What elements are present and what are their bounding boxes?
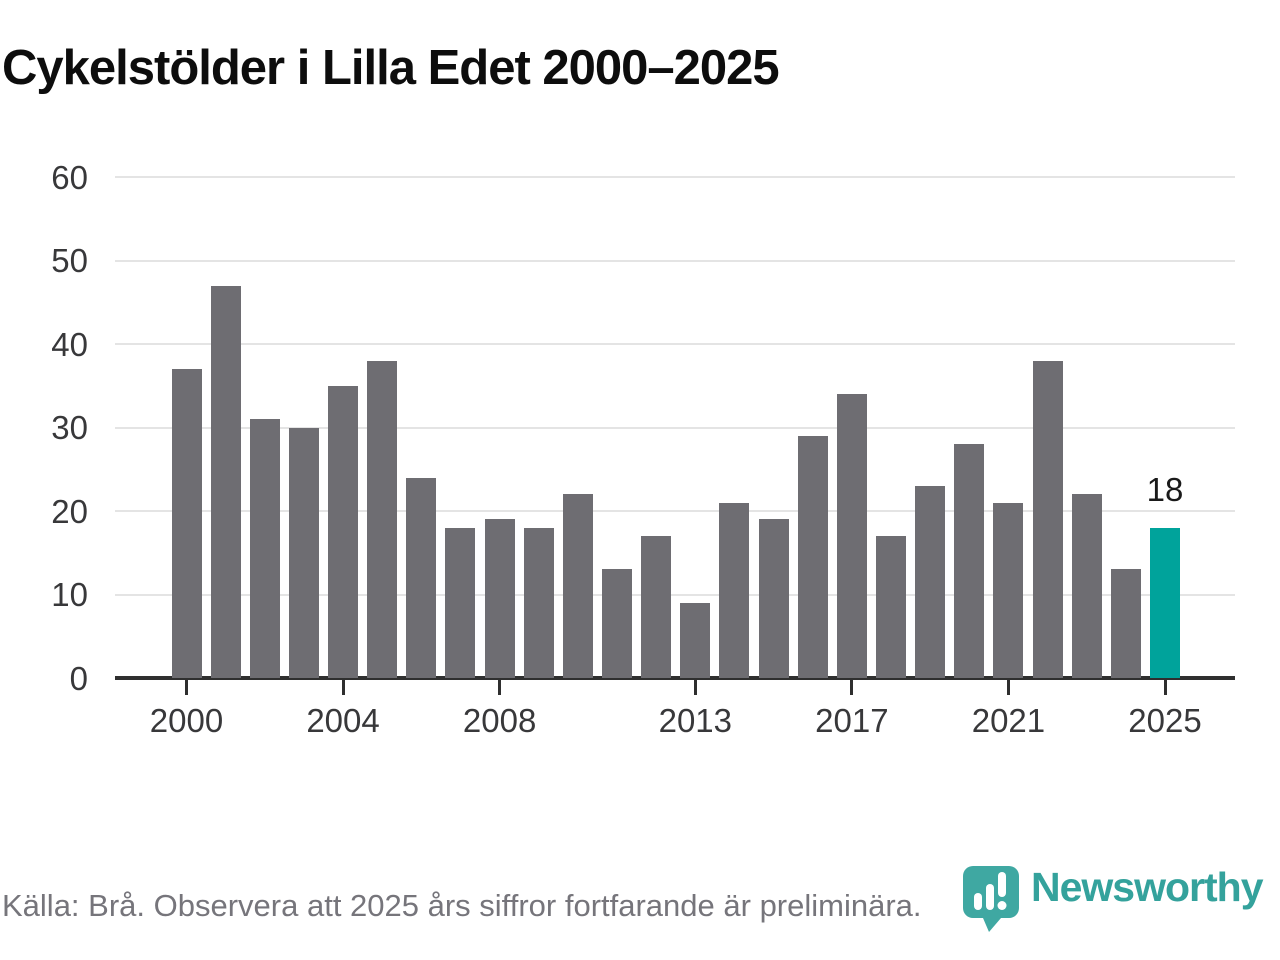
bar-2010 [562, 494, 593, 678]
bar-2007 [445, 527, 476, 678]
bar-2019 [915, 485, 946, 678]
bar-2020 [954, 444, 985, 678]
y-axis-label-40: 40 [51, 325, 88, 363]
bar-2025 [1150, 527, 1180, 678]
x-axis-tick-2025 [1163, 680, 1167, 695]
bar-2012 [641, 536, 672, 678]
x-axis-label-2008: 2008 [462, 702, 537, 739]
bar-2005 [367, 360, 398, 678]
bar-2004 [328, 385, 359, 678]
x-axis-tick-2017 [850, 680, 854, 695]
bar-2013 [680, 602, 711, 678]
gridline-20 [115, 510, 1235, 512]
y-axis-label-0: 0 [69, 659, 88, 697]
x-axis-label-2025: 2025 [1128, 702, 1202, 739]
newsworthy-wordmark: Newsworthy [1031, 864, 1263, 910]
x-axis-label-2004: 2004 [306, 702, 380, 739]
bar-2017 [836, 394, 867, 678]
bar-2002 [249, 419, 280, 678]
x-axis-tick-2000 [185, 680, 188, 695]
x-axis-label-2013: 2013 [658, 702, 733, 739]
gridline-50 [115, 259, 1235, 262]
bar-2008 [484, 519, 515, 678]
x-axis-line [115, 676, 1235, 680]
x-axis-label-2000: 2000 [149, 702, 224, 739]
bar-2016 [797, 435, 828, 678]
bar-2014 [719, 502, 750, 678]
bar-2009 [523, 527, 554, 678]
gridline-40 [115, 343, 1235, 345]
source-note: Källa: Brå. Observera att 2025 års siffr… [2, 888, 922, 923]
bar-2006 [406, 477, 437, 678]
x-axis-tick-2008 [498, 680, 502, 695]
y-axis-label-30: 30 [51, 409, 88, 446]
bar-2000 [171, 369, 202, 678]
bar-2011 [602, 569, 633, 678]
gridline-10 [115, 593, 1235, 596]
y-axis-label-20: 20 [51, 492, 88, 530]
bar-2003 [288, 427, 319, 678]
bar-2001 [210, 285, 241, 678]
y-axis-label-10: 10 [51, 576, 88, 613]
y-axis-label-50: 50 [51, 242, 88, 279]
newsworthy-logo[interactable]: Newsworthy [963, 864, 1280, 934]
bar-2021 [993, 502, 1024, 678]
x-axis-tick-2004 [341, 680, 345, 695]
gridline-60 [115, 176, 1235, 178]
newsworthy-logo-icon [963, 866, 1019, 932]
y-axis-label-60: 60 [51, 158, 88, 196]
bar-2024 [1110, 569, 1141, 678]
bar-2023 [1071, 494, 1102, 678]
bar-2022 [1032, 360, 1063, 678]
bar-value-label: 18 [1146, 470, 1184, 508]
x-axis-label-2021: 2021 [971, 702, 1046, 739]
x-axis-tick-2013 [693, 680, 697, 695]
x-axis-label-2017: 2017 [815, 702, 889, 739]
chart-title: Cykelstölder i Lilla Edet 2000–2025 [2, 41, 780, 95]
gridline-30 [115, 426, 1235, 429]
bar-2015 [758, 519, 789, 678]
bar-2018 [876, 536, 907, 678]
x-axis-tick-2021 [1006, 680, 1010, 695]
